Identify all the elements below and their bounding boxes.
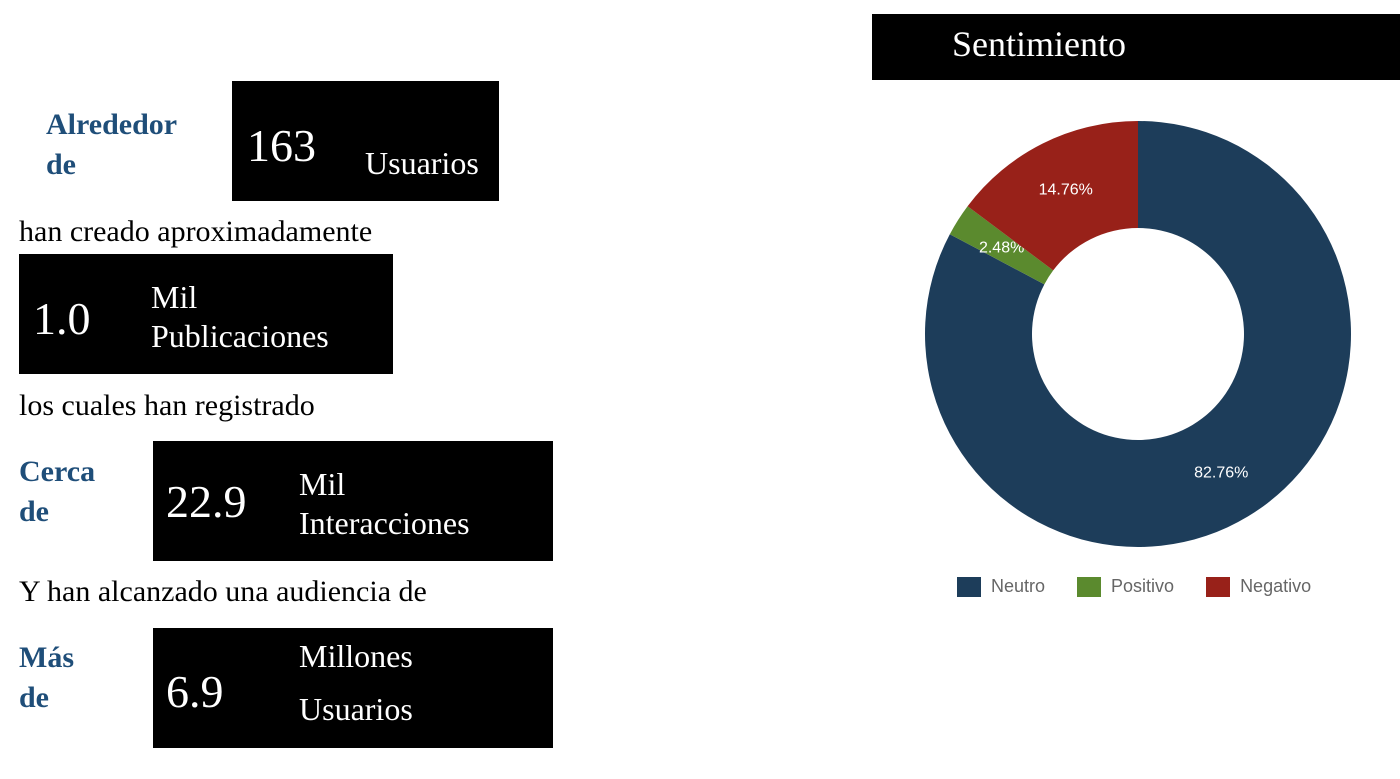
chart-legend: Neutro Positivo Negativo xyxy=(957,576,1343,597)
text-line-created: han creado aproximadamente xyxy=(19,215,373,248)
donut-label-neutro: 82.76% xyxy=(1194,464,1248,481)
audience-prefix-line1: Más xyxy=(19,641,74,674)
users-box: 163 Usuarios xyxy=(232,81,499,201)
chart-title-bar: Sentimiento xyxy=(872,14,1400,80)
sentiment-donut-chart: 82.76% 2.48% 14.76% xyxy=(925,121,1351,547)
users-prefix: Alrededor de xyxy=(46,105,177,185)
donut-label-positivo: 2.48% xyxy=(979,239,1024,256)
interactions-unit-line2: Interacciones xyxy=(299,505,470,541)
legend-label-neutro: Neutro xyxy=(991,576,1046,596)
legend-label-positivo: Positivo xyxy=(1111,576,1175,596)
interactions-unit-line1: Mil xyxy=(299,466,346,502)
posts-box: 1.0 Mil Publicaciones xyxy=(19,254,393,374)
interactions-box: 22.9 Mil Interacciones xyxy=(153,441,553,561)
audience-value: 6.9 xyxy=(166,666,224,717)
legend-swatch-negativo xyxy=(1206,576,1231,597)
text-line-registered: los cuales han registrado xyxy=(19,389,315,422)
audience-prefix: Más de xyxy=(19,638,74,718)
legend-swatch-positivo xyxy=(1077,576,1102,597)
chart-title: Sentimiento xyxy=(952,24,1126,64)
audience-box: 6.9 Millones Usuarios xyxy=(153,628,553,748)
text-line-reached: Y han alcanzado una audiencia de xyxy=(19,575,427,608)
audience-unit-line1: Millones xyxy=(299,638,413,674)
interactions-prefix-line2: de xyxy=(19,495,49,528)
audience-prefix-line2: de xyxy=(19,681,49,714)
users-prefix-line2: de xyxy=(46,148,76,181)
posts-unit-line2: Publicaciones xyxy=(151,318,329,354)
legend-item-neutro[interactable]: Neutro xyxy=(957,576,1045,597)
interactions-prefix-line1: Cerca xyxy=(19,455,96,488)
donut-slice-positivo[interactable] xyxy=(949,206,1054,285)
posts-value: 1.0 xyxy=(33,293,91,344)
posts-unit-line1: Mil xyxy=(151,279,198,315)
interactions-value: 22.9 xyxy=(166,476,247,527)
legend-label-negativo: Negativo xyxy=(1240,576,1312,596)
legend-item-positivo[interactable]: Positivo xyxy=(1077,576,1174,597)
audience-unit-line2: Usuarios xyxy=(299,691,413,727)
donut-slice-neutro[interactable] xyxy=(925,121,1351,547)
users-value: 163 xyxy=(247,120,316,171)
donut-slice-negativo[interactable] xyxy=(967,121,1138,271)
legend-item-negativo[interactable]: Negativo xyxy=(1206,576,1311,597)
interactions-prefix: Cerca de xyxy=(19,452,95,532)
users-unit: Usuarios xyxy=(365,145,479,181)
legend-swatch-neutro xyxy=(957,576,981,597)
users-prefix-line1: Alrededor xyxy=(46,108,178,141)
donut-label-negativo: 14.76% xyxy=(1039,182,1093,199)
